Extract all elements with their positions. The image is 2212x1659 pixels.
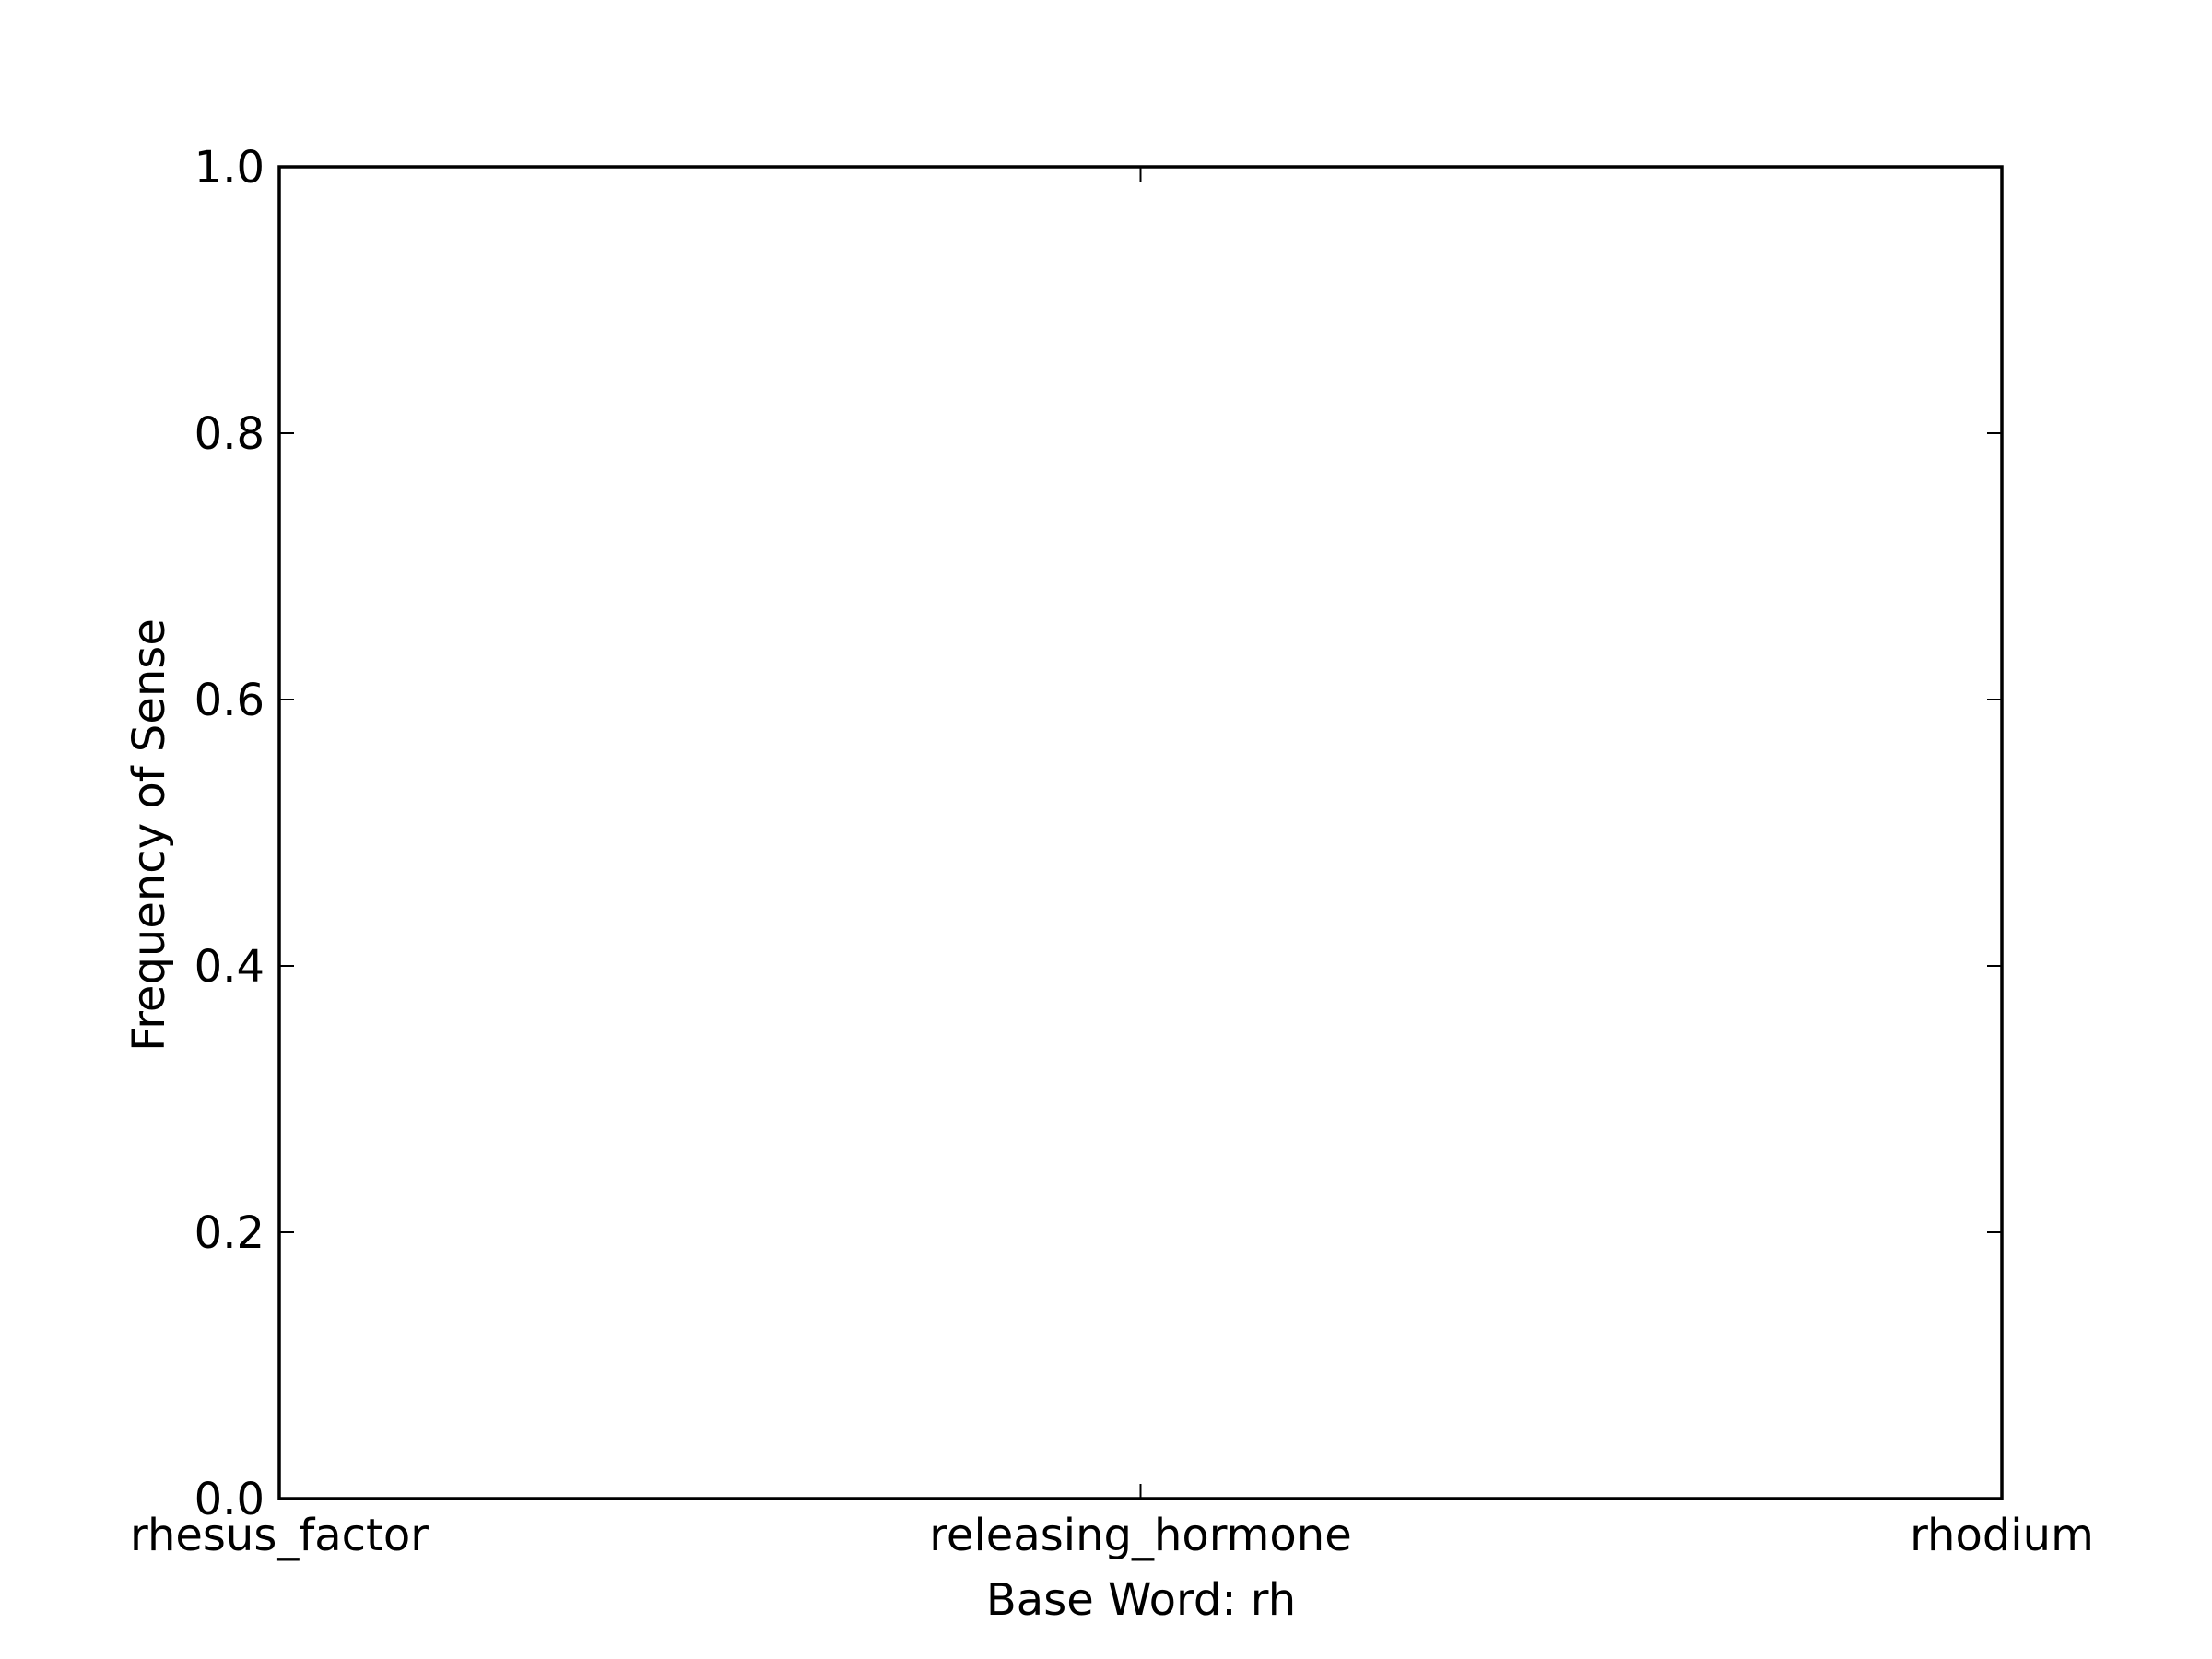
y-tick-label-5: 1.0	[194, 142, 265, 194]
y-tick-label-3: 0.6	[194, 675, 265, 726]
x-tick-label-2: rhodium	[1910, 1510, 2094, 1561]
x-tick-label-1: releasing_hormone	[929, 1510, 1351, 1561]
x-tick-label-0: rhesus_factor	[130, 1510, 429, 1561]
y-tick-label-0: 0.0	[194, 1474, 265, 1525]
y-axis: 0.0 0.2 0.4 0.6 0.8 1.0	[194, 142, 2002, 1525]
y-tick-label-4: 0.8	[194, 408, 265, 460]
bar-rhesus_factor	[279, 1497, 711, 1500]
y-tick-label-1: 0.2	[194, 1207, 265, 1259]
y-tick-label-2: 0.4	[194, 941, 265, 993]
y-axis-label: Frequency of Sense	[124, 618, 175, 1052]
x-axis: rhesus_factor releasing_hormone rhodium	[130, 167, 2094, 1561]
bar-rhodium	[1571, 1497, 2002, 1500]
x-axis-label: Base Word: rh	[986, 1574, 1296, 1626]
